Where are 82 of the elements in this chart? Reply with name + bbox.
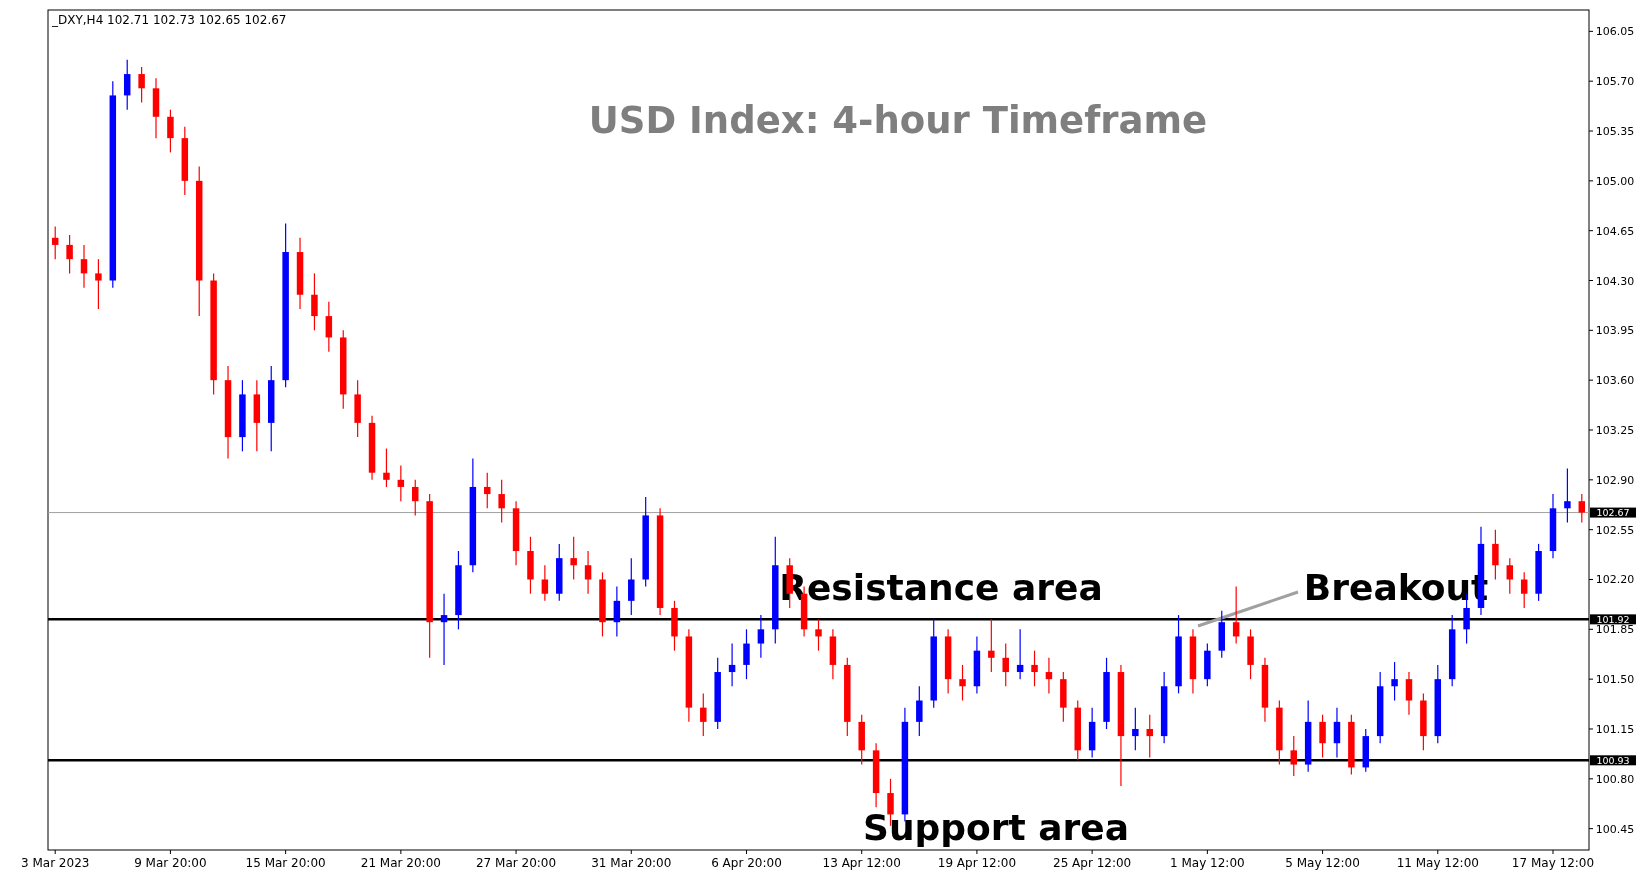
candlestick: [728, 642, 736, 687]
candlestick: [628, 557, 635, 616]
candlestick: [397, 464, 405, 502]
candlestick: [1016, 628, 1024, 680]
candlestick: [815, 618, 822, 652]
x-tick-label: 17 May 12:00: [1511, 856, 1595, 870]
candlestick: [959, 664, 966, 702]
candlestick: [1492, 529, 1499, 581]
candlestick: [1290, 735, 1297, 777]
y-tick-label: 101.85: [1595, 623, 1635, 637]
candlestick: [613, 586, 621, 638]
y-tick-label: 100.80: [1595, 772, 1635, 786]
x-tick-label: 21 Mar 20:00: [360, 856, 441, 870]
candlestick: [484, 472, 491, 509]
y-tick-label: 100.45: [1595, 822, 1635, 836]
candlestick: [988, 618, 995, 673]
candlestick: [412, 479, 419, 517]
candlestick: [757, 614, 765, 659]
y-tick-label: 103.60: [1595, 374, 1635, 388]
x-tick-label: 15 Mar 20:00: [245, 856, 326, 870]
candlestick: [1578, 493, 1586, 524]
x-tick-label: 3 Mar 2023: [20, 856, 90, 870]
text: USD Index: 4-hour Timeframe: [588, 99, 1208, 142]
candlestick: [123, 59, 131, 111]
candlestick: [1506, 557, 1514, 595]
candlestick: [80, 244, 88, 289]
candlestick: [440, 593, 448, 666]
y-tick-label: 101.15: [1595, 722, 1635, 736]
ref-line-label: 102.67: [1596, 507, 1630, 519]
candlestick: [498, 479, 505, 524]
candlestick: [1333, 707, 1341, 759]
y-tick-label: 103.25: [1595, 424, 1635, 437]
x-tick-label: 31 Mar 20:00: [591, 856, 672, 870]
candlestick: [1405, 671, 1413, 716]
y-tick-label: 105.35: [1595, 125, 1635, 139]
x-tick-label: 25 Apr 12:00: [1053, 856, 1132, 870]
candlestick: [1391, 661, 1398, 702]
candlestick: [743, 628, 750, 680]
y-tick-label: 105.70: [1595, 75, 1635, 89]
candlestick: [1232, 586, 1240, 645]
candlestick: [1045, 657, 1053, 694]
candlestick: [584, 550, 592, 595]
candlestick: [1319, 714, 1326, 759]
x-tick-label: 11 May 12:00: [1396, 856, 1479, 870]
ref-line-label: 100.93: [1596, 754, 1630, 766]
candlestick: [541, 564, 549, 602]
candlestick: [1031, 650, 1038, 687]
ref-line-label: 101.92: [1596, 613, 1630, 625]
y-tick-label: 103.95: [1595, 324, 1635, 338]
x-tick-label: 6 Apr 20:00: [711, 856, 782, 870]
x-tick-label: 19 Apr 12:00: [937, 856, 1017, 870]
candlestick: [138, 66, 145, 104]
candlestick: [1132, 707, 1139, 751]
x-tick-label: 13 Apr 12:00: [822, 856, 901, 870]
x-tick-label: 27 Mar 20:00: [476, 856, 557, 870]
candlestick: [1564, 467, 1571, 524]
candlestick: [167, 109, 174, 153]
x-tick-label: 1 May 12:00: [1170, 856, 1245, 870]
annotation: Support area: [862, 807, 1130, 848]
annotation: _DXY,H4 102.71 102.73 102.65 102.67: [51, 13, 287, 27]
y-tick-label: 104.30: [1595, 274, 1635, 288]
candlestick: [311, 272, 318, 331]
y-tick-label: 105.00: [1595, 174, 1635, 188]
y-tick-label: 102.90: [1595, 473, 1635, 487]
candlestick: [383, 447, 390, 488]
candlestick: [51, 225, 59, 260]
candlestick: [1520, 571, 1528, 609]
candlestick: [700, 692, 707, 737]
candlestick: [325, 301, 333, 353]
x-tick-label: 9 Mar 20:00: [134, 856, 207, 870]
candlestick: [916, 685, 923, 737]
candlestick: [66, 234, 73, 274]
y-tick-label: 101.50: [1595, 673, 1635, 687]
y-tick-label: 106.05: [1595, 25, 1635, 39]
candlestick: [1146, 714, 1153, 759]
y-tick-label: 102.55: [1595, 523, 1635, 537]
y-tick-label: 102.20: [1595, 573, 1635, 587]
candlestick: [95, 258, 102, 310]
candlestick: [1002, 642, 1009, 687]
x-tick-label: 5 May 12:00: [1285, 856, 1360, 870]
candlestick: [570, 536, 577, 581]
y-tick-label: 104.65: [1595, 224, 1635, 238]
